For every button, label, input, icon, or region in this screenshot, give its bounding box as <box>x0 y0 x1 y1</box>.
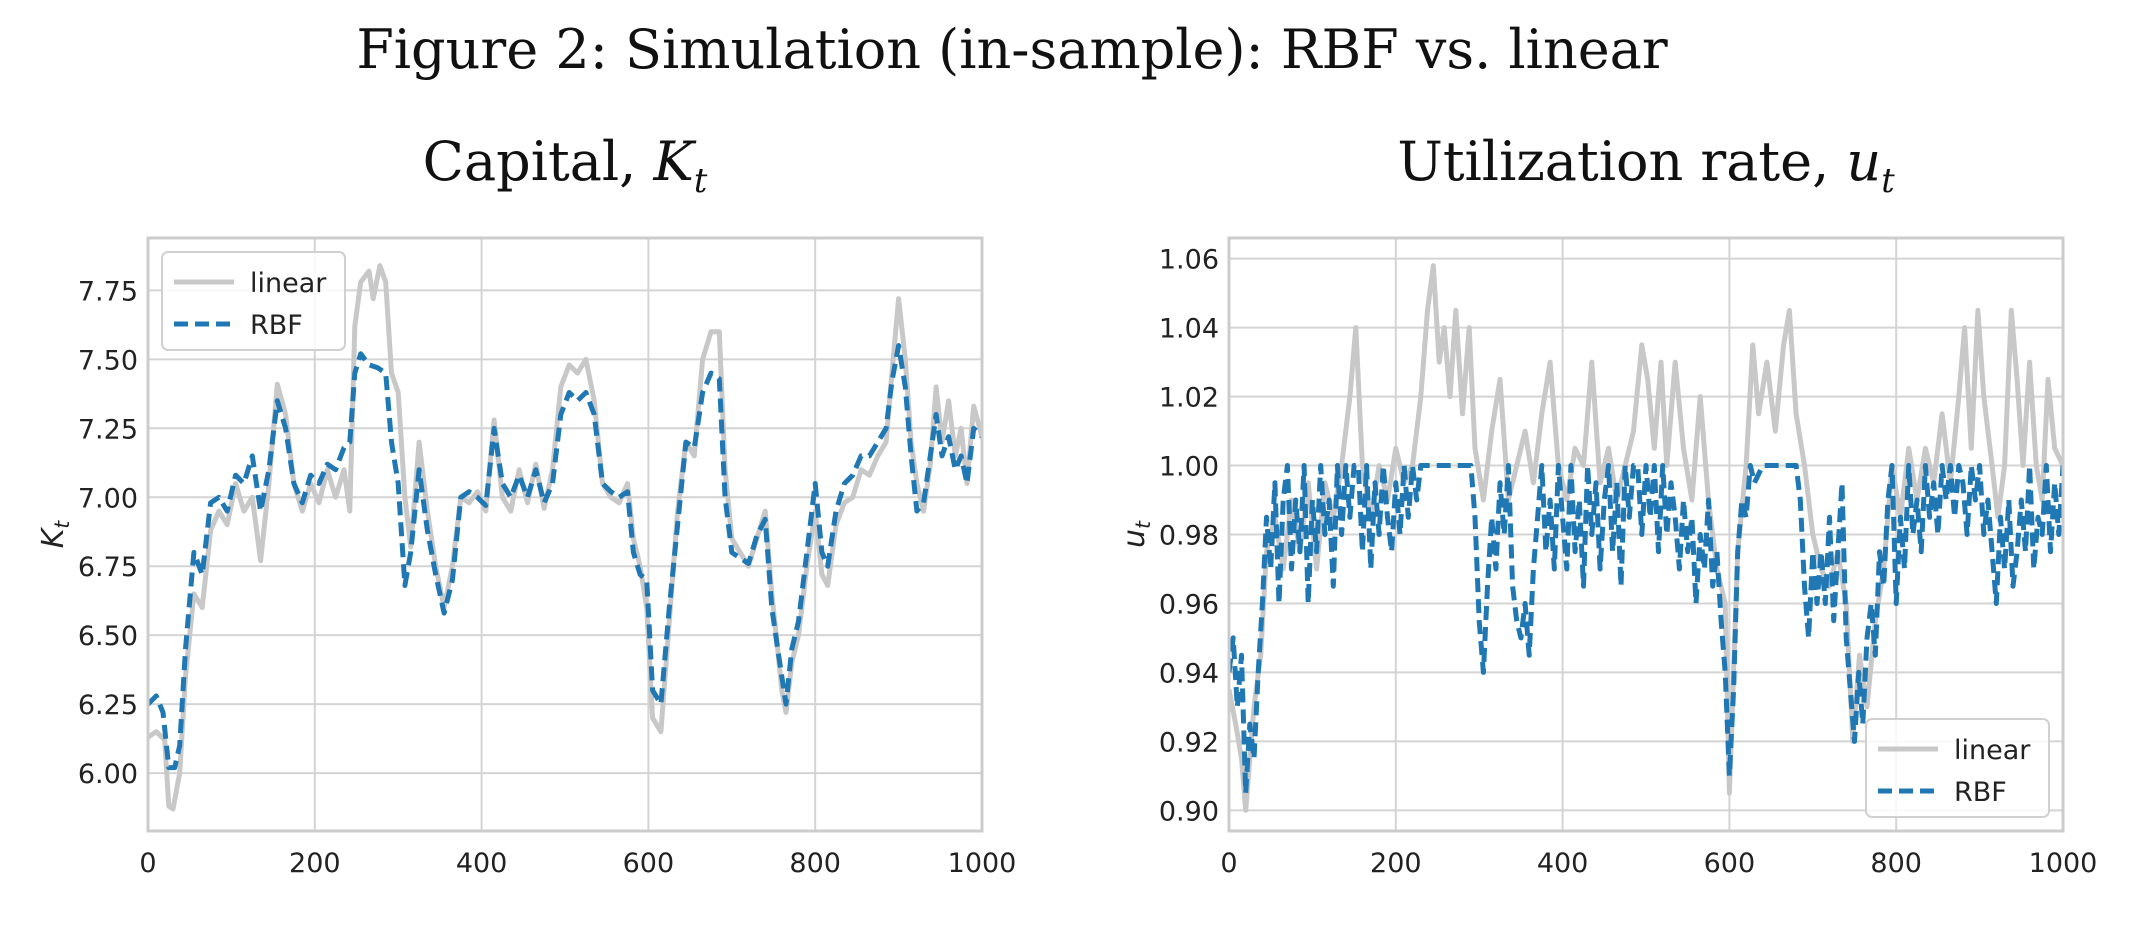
x-tick-label: 800 <box>789 848 841 879</box>
y-tick-label: 6.25 <box>78 690 138 721</box>
x-tick-label: 600 <box>1704 848 1756 879</box>
panel-title-utilization-symbol: u <box>1846 130 1882 193</box>
y-axis-label-symbol: K <box>36 526 71 548</box>
y-axis-label-symbol: u <box>1117 529 1152 548</box>
x-tick-label: 1000 <box>2029 848 2098 879</box>
y-tick-label: 0.94 <box>1159 658 1219 689</box>
x-tick-label: 0 <box>139 848 156 879</box>
legend-label-linear: linear <box>250 268 327 299</box>
chart-panel-capital: 0 200 400 600 800 1000 6.00 6.25 6.50 6.75 7.00 7.2… <box>36 236 1017 879</box>
y-axis-label-subscript: t <box>1131 520 1155 529</box>
plot-frame <box>146 236 984 833</box>
series-line-linear <box>1229 263 2063 813</box>
panel-title-utilization: Utilization rate, ut <box>1229 130 2063 200</box>
panel-title-capital: Capital, Kt <box>148 130 982 200</box>
y-tick-label: 6.50 <box>78 621 138 652</box>
y-tick-label: 6.00 <box>78 759 138 790</box>
legend-label-rbf: RBF <box>1954 777 2007 808</box>
y-tick-label: 0.90 <box>1159 796 1219 827</box>
y-tick-label: 7.25 <box>78 414 138 445</box>
y-tick-label: 7.50 <box>78 345 138 376</box>
x-tick-label: 800 <box>1870 848 1922 879</box>
panel-title-capital-text: Capital, <box>422 130 654 193</box>
panel-title-utilization-subscript: t <box>1881 160 1895 200</box>
chart-panel-utilization: 0 200 400 600 800 1000 0.90 0.92 0.94 0.96 0.98 1.0… <box>1117 236 2098 879</box>
y-tick-label: 6.75 <box>78 552 138 583</box>
legend-label-rbf: RBF <box>250 310 303 341</box>
x-tick-label: 0 <box>1220 848 1237 879</box>
x-tick-label: 400 <box>456 848 508 879</box>
x-tick-label: 200 <box>1370 848 1422 879</box>
y-tick-label: 7.00 <box>78 483 138 514</box>
y-tick-label: 1.00 <box>1159 452 1219 483</box>
legend: linear RBF <box>1865 718 2050 818</box>
x-tick-label: 600 <box>623 848 675 879</box>
x-tick-label: 1000 <box>948 848 1017 879</box>
y-tick-label: 0.98 <box>1159 521 1219 552</box>
x-tick-label: 400 <box>1537 848 1589 879</box>
legend-label-linear: linear <box>1954 735 2031 766</box>
series-line-rbf <box>148 343 982 771</box>
figure-title: Figure 2: Simulation (in-sample): RBF vs… <box>356 18 1668 81</box>
x-tick-label: 200 <box>289 848 341 879</box>
legend: linear RBF <box>161 251 346 351</box>
y-axis-label: ut <box>1117 520 1155 548</box>
y-tick-label: 1.06 <box>1159 245 1219 276</box>
series-line-rbf <box>1229 463 2063 796</box>
y-tick-label: 0.92 <box>1159 727 1219 758</box>
panel-title-capital-subscript: t <box>693 160 708 200</box>
panel-title-utilization-text: Utilization rate, <box>1397 130 1847 193</box>
plot-frame <box>1227 236 2065 833</box>
panel-title-capital-symbol: K <box>653 130 694 193</box>
y-axis-label: Kt <box>36 520 74 549</box>
y-tick-label: 1.02 <box>1159 383 1219 414</box>
y-tick-label: 0.96 <box>1159 589 1219 620</box>
y-tick-label: 1.04 <box>1159 314 1219 345</box>
y-tick-label: 7.75 <box>78 276 138 307</box>
y-axis-label-subscript: t <box>50 520 74 529</box>
